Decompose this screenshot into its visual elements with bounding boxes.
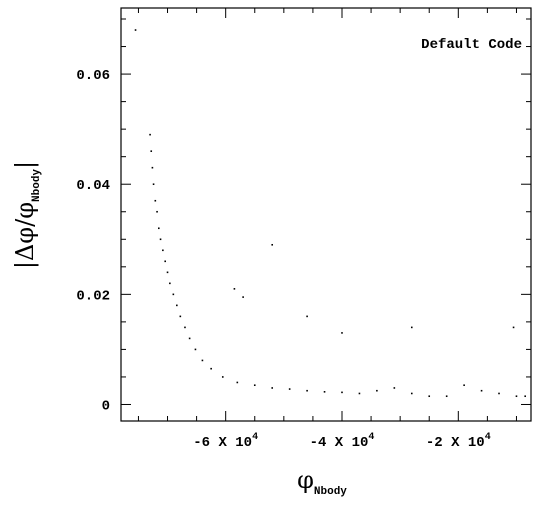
data-point — [480, 389, 483, 392]
data-point — [156, 210, 158, 213]
data-point — [166, 271, 169, 274]
plot-frame — [120, 7, 532, 422]
chart-annotation: Default Code — [421, 37, 522, 53]
data-point — [149, 133, 151, 136]
data-point — [152, 183, 155, 186]
data-point — [498, 392, 500, 395]
y-tick-label: 0.04 — [76, 178, 110, 194]
data-point — [164, 260, 166, 263]
data-point — [428, 395, 431, 398]
y-axis-bar-left: | — [11, 261, 40, 269]
data-point — [179, 315, 182, 318]
y-axis-numerator: Δφ — [11, 227, 39, 261]
data-point — [188, 337, 191, 340]
data-point — [515, 395, 518, 398]
data-point — [445, 395, 448, 398]
data-point — [150, 150, 153, 152]
data-point — [162, 249, 164, 252]
data-point — [201, 359, 204, 362]
y-axis-bar-right: | — [11, 161, 40, 169]
data-point — [236, 381, 239, 384]
data-point — [306, 389, 308, 392]
data-point — [306, 315, 308, 318]
data-point — [358, 392, 361, 395]
data-point — [288, 388, 291, 390]
svg-text:|Δφ/φNbody|: |Δφ/φNbody| — [11, 161, 43, 269]
data-point — [410, 392, 413, 395]
data-point — [172, 293, 175, 296]
data-point — [154, 199, 157, 202]
x-axis-label: φNbody — [297, 466, 347, 498]
data-point — [410, 326, 413, 329]
y-tick-label: 0 — [102, 398, 110, 414]
y-axis-denominator: φ — [11, 202, 39, 219]
data-point — [158, 227, 160, 230]
data-point — [134, 29, 137, 31]
y-axis-slash: / — [11, 218, 39, 227]
data-point — [463, 384, 465, 387]
x-tick-label: -6 X 104 — [193, 432, 258, 451]
x-tick-label: -2 X 104 — [426, 432, 491, 451]
x-axis-symbol: φ — [297, 466, 314, 494]
data-points — [134, 29, 526, 398]
data-point — [176, 304, 178, 307]
data-point — [210, 367, 212, 370]
data-point — [341, 391, 343, 394]
data-point — [253, 384, 256, 387]
data-point — [512, 326, 515, 329]
data-point — [341, 332, 343, 334]
data-point — [271, 387, 274, 389]
x-axis-subscript: Nbody — [314, 486, 347, 498]
data-point — [194, 348, 197, 351]
x-tick-label: -4 X 104 — [310, 432, 375, 451]
axis-ticks — [121, 8, 531, 421]
data-point — [221, 376, 224, 378]
y-axis-subscript: Nbody — [31, 169, 43, 202]
data-point — [233, 288, 236, 290]
data-point — [169, 282, 171, 285]
data-point — [393, 387, 396, 389]
data-point — [242, 296, 244, 298]
data-point — [184, 326, 186, 329]
y-tick-label: 0.06 — [76, 68, 110, 84]
data-point — [323, 391, 326, 393]
data-point — [151, 166, 154, 169]
data-point — [524, 395, 526, 398]
y-tick-label: 0.02 — [76, 288, 110, 304]
y-axis-label: |Δφ/φNbody| — [11, 161, 43, 269]
data-point — [159, 238, 162, 241]
data-point — [271, 243, 274, 246]
data-point — [376, 389, 378, 392]
tick-labels: 0 0.02 0.04 0.06 -6 X 104 -4 X 104 -2 X 104 — [76, 68, 490, 451]
